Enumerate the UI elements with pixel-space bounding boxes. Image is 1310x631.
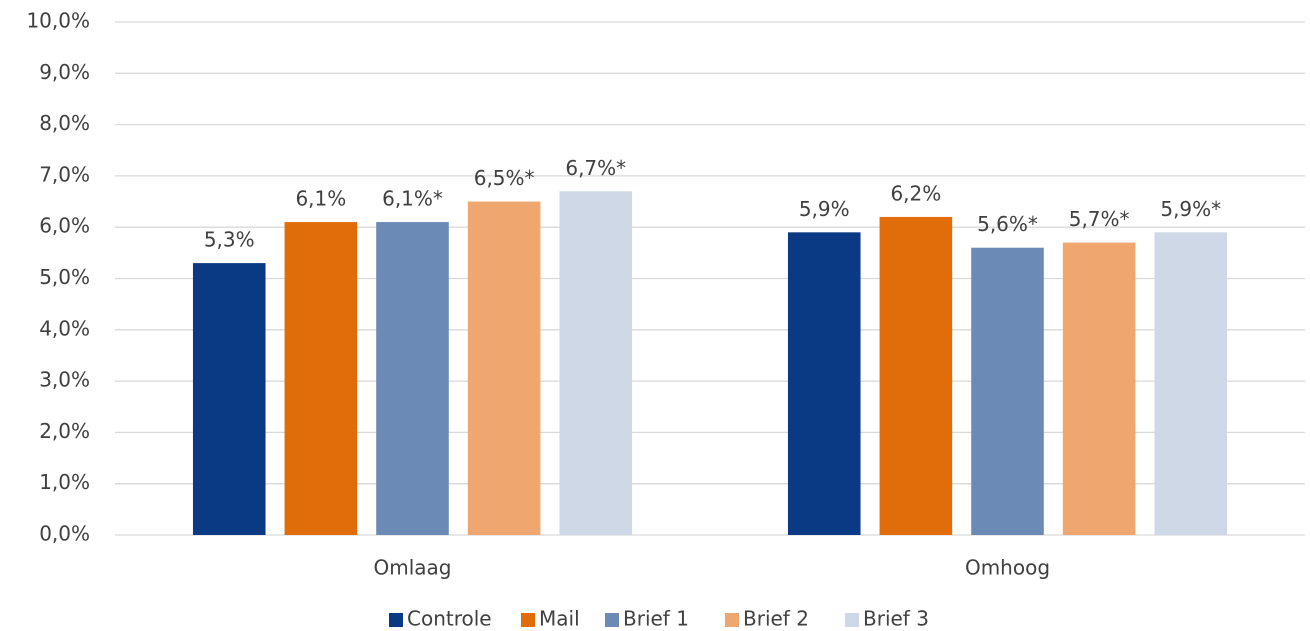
legend-swatch	[389, 613, 403, 627]
data-label: 6,2%	[890, 181, 941, 205]
data-label: 5,9%	[799, 197, 850, 221]
x-tick-label: Omhoog	[965, 556, 1050, 580]
data-label: 5,3%	[204, 228, 255, 252]
legend-label: Controle	[407, 607, 492, 631]
y-tick-label: 2,0%	[39, 419, 90, 443]
y-tick-label: 0,0%	[39, 522, 90, 546]
data-label: 5,6%*	[977, 212, 1038, 236]
bar	[971, 247, 1044, 535]
y-tick-label: 5,0%	[39, 265, 90, 289]
bar	[1062, 242, 1136, 535]
data-label: 6,1%	[295, 187, 346, 211]
legend-label: Brief 1	[623, 607, 689, 631]
bar	[559, 191, 633, 536]
data-label: 6,7%*	[565, 156, 626, 180]
legend-swatch	[521, 613, 535, 627]
data-label: 5,7%*	[1069, 207, 1130, 231]
legend-label: Mail	[539, 607, 580, 631]
y-tick-label: 10,0%	[26, 9, 90, 33]
bar	[192, 263, 266, 535]
y-tick-label: 3,0%	[39, 368, 90, 392]
bar	[467, 201, 541, 536]
bar	[284, 222, 358, 535]
y-tick-label: 1,0%	[39, 470, 90, 494]
data-label: 6,5%*	[474, 166, 535, 190]
legend-label: Brief 3	[863, 607, 929, 631]
y-tick-label: 7,0%	[39, 162, 90, 186]
bar	[1154, 232, 1228, 535]
y-tick-label: 6,0%	[39, 214, 90, 238]
bar	[787, 232, 861, 535]
data-label: 5,9%*	[1160, 197, 1221, 221]
x-tick-label: Omlaag	[374, 556, 452, 580]
legend-swatch	[845, 613, 859, 627]
bar	[376, 222, 449, 535]
bar	[879, 216, 953, 535]
y-tick-label: 4,0%	[39, 316, 90, 340]
legend-label: Brief 2	[743, 607, 809, 631]
y-tick-label: 8,0%	[39, 111, 90, 135]
y-tick-label: 9,0%	[39, 60, 90, 84]
data-label: 6,1%*	[382, 187, 443, 211]
legend-swatch	[725, 613, 739, 627]
legend-swatch	[605, 613, 619, 627]
